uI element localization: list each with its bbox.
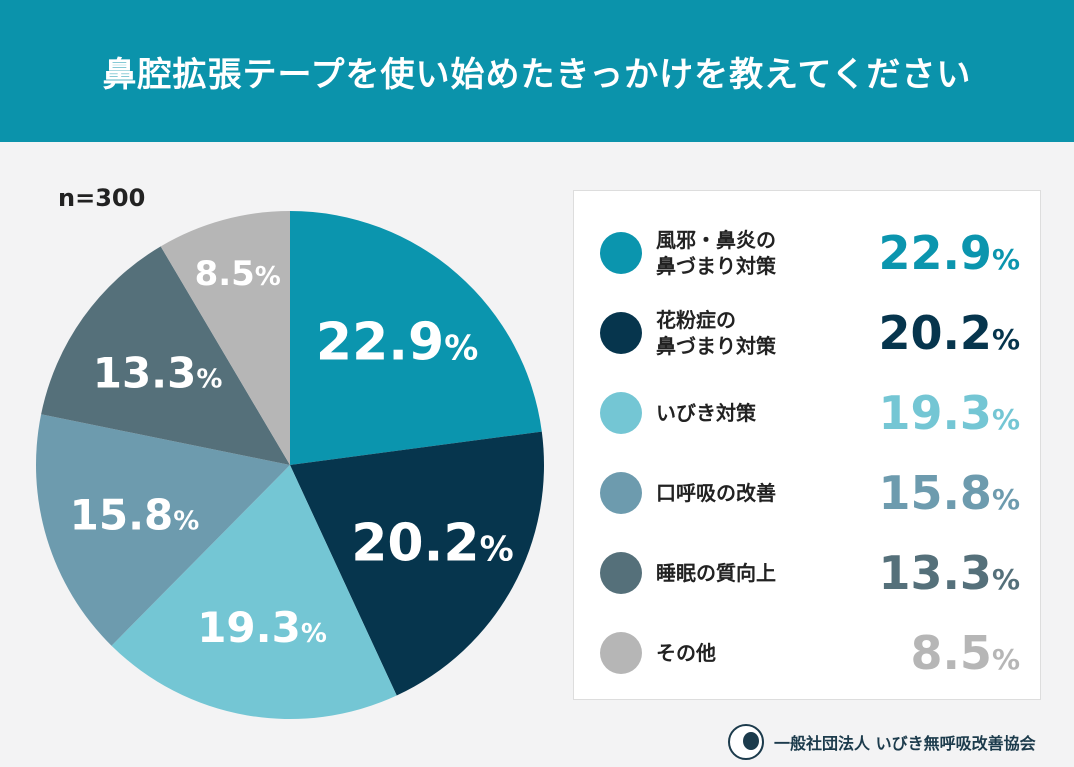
pie-slice xyxy=(160,211,290,465)
chart-title: 鼻腔拡張テープを使い始めたきっかけを教えてください xyxy=(102,54,972,95)
legend-item: その他 8.5% xyxy=(574,613,1040,693)
legend-item: 口呼吸の改善 15.8% xyxy=(574,453,1040,533)
legend-value: 22.9% xyxy=(878,226,1020,280)
legend-value: 20.2% xyxy=(878,306,1020,360)
legend-label: 口呼吸の改善 xyxy=(656,481,776,505)
legend-swatch xyxy=(600,472,642,514)
legend-value: 15.8% xyxy=(878,466,1020,520)
pie-slice xyxy=(41,246,290,465)
legend-label: 花粉症の 鼻づまり対策 xyxy=(656,308,776,358)
pie-slice xyxy=(111,465,397,719)
legend-swatch xyxy=(600,392,642,434)
legend-value: 8.5% xyxy=(910,626,1020,680)
legend-label: その他 xyxy=(656,641,716,665)
footer: 一般社団法人 いびき無呼吸改善協会 xyxy=(728,724,1036,760)
legend-item: 風邪・鼻炎の 鼻づまり対策 22.9% xyxy=(574,213,1040,293)
legend-item: いびき対策 19.3% xyxy=(574,373,1040,453)
pie-chart: 22.9%20.2%19.3%15.8%13.3%8.5% xyxy=(36,211,544,719)
sample-size: n=300 xyxy=(58,184,146,212)
legend-swatch xyxy=(600,552,642,594)
pie-slice xyxy=(290,211,542,465)
legend-value: 19.3% xyxy=(878,386,1020,440)
slice-label: 19.3% xyxy=(197,603,327,652)
legend-value: 13.3% xyxy=(878,546,1020,600)
slice-label: 15.8% xyxy=(70,490,200,539)
legend-swatch xyxy=(600,312,642,354)
header: 鼻腔拡張テープを使い始めたきっかけを教えてください xyxy=(0,0,1074,142)
pie-slice xyxy=(290,431,544,696)
legend-item: 花粉症の 鼻づまり対策 20.2% xyxy=(574,293,1040,373)
legend-label: いびき対策 xyxy=(656,401,756,425)
organization-name: 一般社団法人 いびき無呼吸改善協会 xyxy=(774,734,1036,753)
legend-label: 睡眠の質向上 xyxy=(656,561,776,585)
legend-swatch xyxy=(600,632,642,674)
legend-label: 風邪・鼻炎の 鼻づまり対策 xyxy=(656,228,776,278)
organization-logo-icon xyxy=(728,724,764,760)
legend-item: 睡眠の質向上 13.3% xyxy=(574,533,1040,613)
legend-swatch xyxy=(600,232,642,274)
legend: 風邪・鼻炎の 鼻づまり対策 22.9% 花粉症の 鼻づまり対策 20.2% いび… xyxy=(573,190,1041,700)
pie-slice xyxy=(36,414,291,646)
